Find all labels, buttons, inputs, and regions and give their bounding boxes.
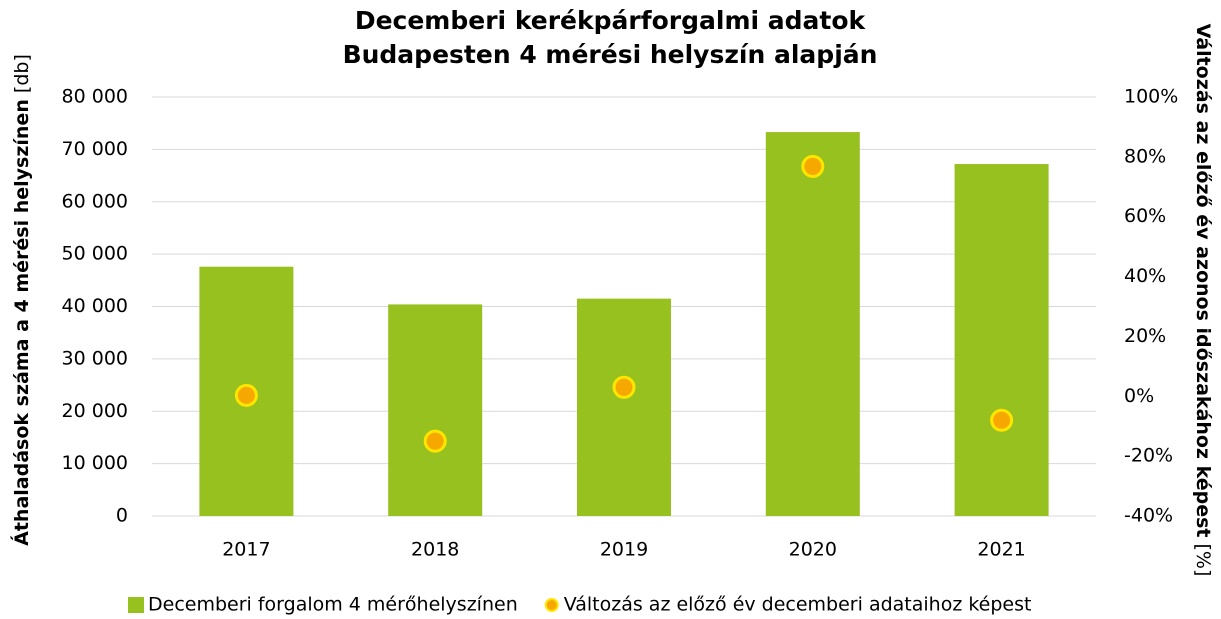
y-tick-label: 40 000 [62,295,128,317]
bar [388,304,483,516]
y2-tick-label: 20% [1124,325,1166,347]
chart-title: Budapesten 4 mérési helyszín alapján [343,40,878,69]
bar [765,132,860,516]
y2-axis-label-text: Változás az előző év azonos időszakához … [1193,24,1215,538]
chart-title: Decemberi kerékpárforgalmi adatok [355,6,867,35]
x-tick-label: 2019 [600,539,648,561]
legend-label: Decemberi forgalom 4 mérőhelyszínen [148,594,518,616]
y-axis-label: Áthaladások száma a 4 mérési helyszínen … [10,54,33,546]
point [990,408,1014,432]
y2-axis-label: Változás az előző év azonos időszakához … [1193,24,1215,577]
y2-tick-label: 100% [1124,86,1178,108]
x-tick-label: 2018 [411,539,459,561]
y2-axis-unit: [%] [1193,544,1215,577]
y2-tick-label: -40% [1124,505,1173,527]
point [423,429,447,453]
y-tick-label: 60 000 [62,190,128,212]
bar [954,164,1049,517]
y-axis-unit: [db] [11,54,33,93]
legend-swatch [128,597,144,613]
y-tick-label: 80 000 [62,86,128,108]
y-tick-label: 50 000 [62,243,128,265]
y-tick-label: 20 000 [62,400,128,422]
x-tick-label: 2020 [789,539,837,561]
y2-tick-label: 60% [1124,205,1166,227]
x-tick-label: 2017 [222,539,270,561]
y-tick-label: 0 [116,505,128,527]
y-tick-label: 10 000 [62,452,128,474]
point [801,154,825,178]
legend-label: Változás az előző év decemberi adataihoz… [564,594,1032,616]
point [234,383,258,407]
y-tick-label: 70 000 [62,138,128,160]
y2-tick-label: 0% [1124,385,1154,407]
point [612,375,636,399]
x-tick-label: 2021 [977,539,1025,561]
y2-tick-label: -20% [1124,445,1173,467]
y2-tick-label: 80% [1124,145,1166,167]
bar [577,298,671,516]
y-tick-label: 30 000 [62,347,128,369]
y2-tick-label: 40% [1124,265,1166,287]
y-axis-label-text: Áthaladások száma a 4 mérési helyszínen [10,99,33,546]
legend-swatch [544,598,559,612]
